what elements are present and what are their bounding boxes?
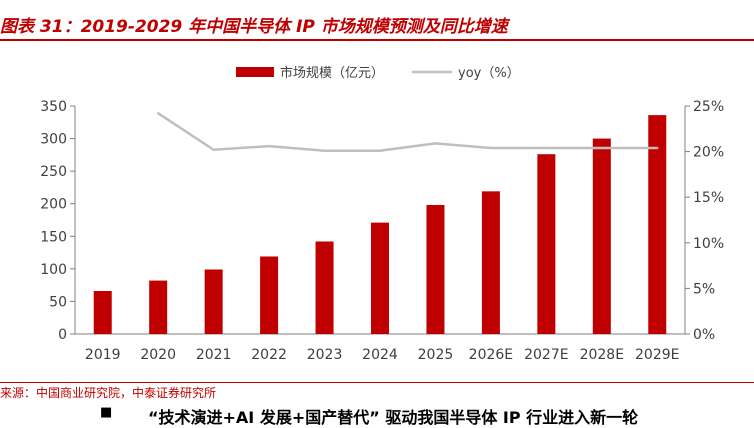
legend-bar-label: 市场规模（亿元）: [280, 65, 384, 81]
bar: [426, 205, 445, 334]
yoy-point: [378, 149, 382, 152]
y-right-tick-label: 20%: [693, 145, 724, 161]
yoy-point: [656, 146, 659, 150]
y-right-tick-label: 10%: [693, 236, 724, 252]
y-right-tick-label: 15%: [693, 190, 724, 206]
bar: [648, 115, 667, 335]
y-left-tick-label: 150: [40, 229, 67, 245]
yoy-point: [600, 146, 604, 150]
legend-bar-swatch: [236, 67, 274, 77]
x-tick-label: 2029E: [635, 347, 679, 363]
yoy-point: [267, 144, 271, 148]
bar: [149, 280, 168, 334]
x-tick-label: 2020: [140, 347, 176, 363]
bar: [592, 138, 611, 334]
x-tick-label: 2026E: [469, 347, 513, 363]
bar: [260, 256, 279, 334]
x-tick-label: 2019: [85, 347, 121, 363]
chart: 0 50 100 150 200 250 300 350 0% 5% 10% 15% 20% 25% 201…: [40, 65, 724, 363]
y-left-tick-label: 200: [40, 197, 67, 213]
y-right-tick-label: 25%: [693, 99, 724, 115]
y-left-tick-label: 50: [49, 294, 67, 310]
yoy-point: [323, 149, 326, 152]
x-tick-label: 2027E: [524, 347, 568, 363]
yoy-point: [489, 146, 493, 150]
x-tick-label: 2022: [251, 347, 287, 363]
y-left-tick-label: 0: [58, 327, 67, 343]
y-right-tick-label: 0%: [693, 327, 715, 343]
body-text: “技术演进+AI 发展+国产替代” 驱动我国半导体 IP 行业进入新一轮: [148, 408, 639, 427]
bar: [371, 222, 389, 334]
bar: [537, 154, 556, 334]
yoy-point: [212, 148, 215, 151]
figure-title: 图表 31：2019-2029 年中国半导体 IP 市场规模预测及同比增速: [0, 17, 508, 37]
x-tick-label: 2028E: [580, 347, 624, 363]
bullet-icon: ■: [100, 405, 113, 420]
y-right-tick-label: 5%: [693, 281, 715, 297]
yoy-point: [156, 112, 160, 115]
y-left-tick-label: 300: [40, 132, 67, 148]
y-left-tick-label: 250: [40, 164, 67, 180]
bar: [93, 291, 112, 334]
x-tick-label: 2024: [362, 347, 398, 363]
bar: [204, 269, 223, 334]
y-left-tick-label: 350: [40, 99, 67, 115]
x-tick-label: 2021: [196, 347, 232, 363]
bar: [481, 191, 500, 334]
yoy-point: [434, 142, 437, 145]
yoy-point: [545, 146, 548, 150]
source-rule: [0, 382, 754, 383]
bar: [315, 241, 334, 334]
legend-line-label: yoy（%）: [458, 66, 520, 81]
x-tick-label: 2025: [418, 347, 454, 363]
title-rule: [0, 39, 754, 41]
source-note: 来源：中国商业研究院，中泰证券研究所: [0, 386, 217, 400]
y-left-tick-label: 100: [40, 262, 67, 278]
yoy-line: [157, 112, 658, 152]
x-tick-label: 2023: [307, 347, 343, 363]
